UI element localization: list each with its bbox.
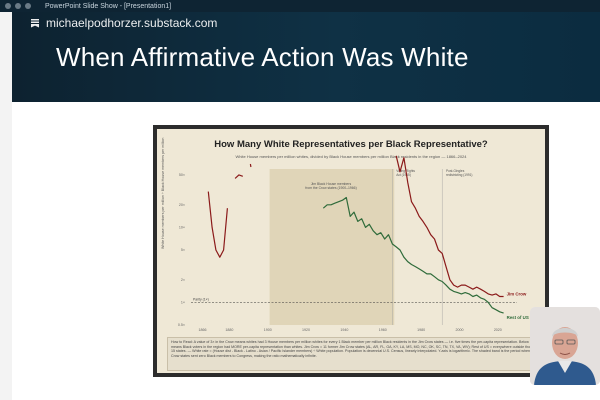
jim-crow-box-annotation: Jim Black House members from the Crow sta…	[305, 182, 356, 190]
substack-icon	[31, 19, 39, 28]
close-window-button[interactable]	[5, 3, 11, 9]
x-tick-label: 1960	[379, 328, 387, 332]
left-gutter	[0, 12, 12, 400]
substack-watermark: michaelpodhorzer.substack.com	[30, 16, 217, 30]
title-bar: PowerPoint Slide Show - [Presentation1]	[0, 0, 600, 12]
chart-subtitle: White House members per million whites, …	[235, 154, 467, 159]
y-tick-label: 5×	[181, 248, 185, 252]
y-tick-label: 1×	[181, 301, 185, 305]
x-tick-label: 1940	[340, 328, 348, 332]
presenter-figure	[530, 307, 600, 385]
series-line-jim-crow	[207, 191, 228, 258]
x-tick-label: 2020	[494, 328, 502, 332]
presenter-webcam	[530, 307, 600, 385]
watermark-text: michaelpodhorzer.substack.com	[46, 16, 218, 30]
line-chart: 0.5× 1× 2× 5× 10× 20× 50× Parity (1×) 1866 1880 19…	[178, 155, 529, 332]
series-line-jim-crow	[234, 174, 244, 179]
series-line-jim-crow	[395, 155, 504, 298]
slide-title: When Affirmative Action Was White	[56, 42, 469, 72]
x-tick-label: 1900	[264, 328, 272, 332]
how-to-read-note: How to Read: A value of 3× in the Crow m…	[167, 337, 541, 371]
series-line-jim-crow	[249, 163, 252, 168]
chart-figure: How Many White Representatives per Black…	[153, 125, 549, 377]
window-title: PowerPoint Slide Show - [Presentation1]	[45, 2, 172, 10]
series-label: Rest of US	[507, 315, 529, 320]
series-line-rest-of-us	[322, 196, 504, 314]
x-tick-label: 2000	[455, 328, 463, 332]
x-tick-label: 1880	[225, 328, 233, 332]
chart-title: How Many White Representatives per Black…	[214, 139, 488, 150]
chart-panel: How Many White Representatives per Black…	[157, 129, 545, 373]
x-tick-label: 1866	[199, 328, 207, 332]
minimize-window-button[interactable]	[15, 3, 21, 9]
maximize-window-button[interactable]	[25, 3, 31, 9]
post-gingles-annotation: Post-Gingles redistricting (1991)	[446, 169, 472, 177]
parity-label: Parity (1×)	[193, 297, 209, 301]
x-tick-label: 1920	[302, 328, 310, 332]
series-label: Jim Crow	[507, 291, 527, 296]
window-controls	[5, 3, 31, 9]
y-tick-label: 0.5×	[178, 323, 185, 327]
x-tick-label: 1980	[417, 328, 425, 332]
y-tick-label: 2×	[181, 278, 185, 282]
y-tick-label: 10×	[179, 226, 185, 230]
y-tick-label: 50×	[179, 173, 185, 177]
slide-title-banner: michaelpodhorzer.substack.com When Affir…	[12, 12, 600, 102]
jim-crow-shaded-period	[269, 169, 395, 325]
y-tick-label: 20×	[179, 203, 185, 207]
